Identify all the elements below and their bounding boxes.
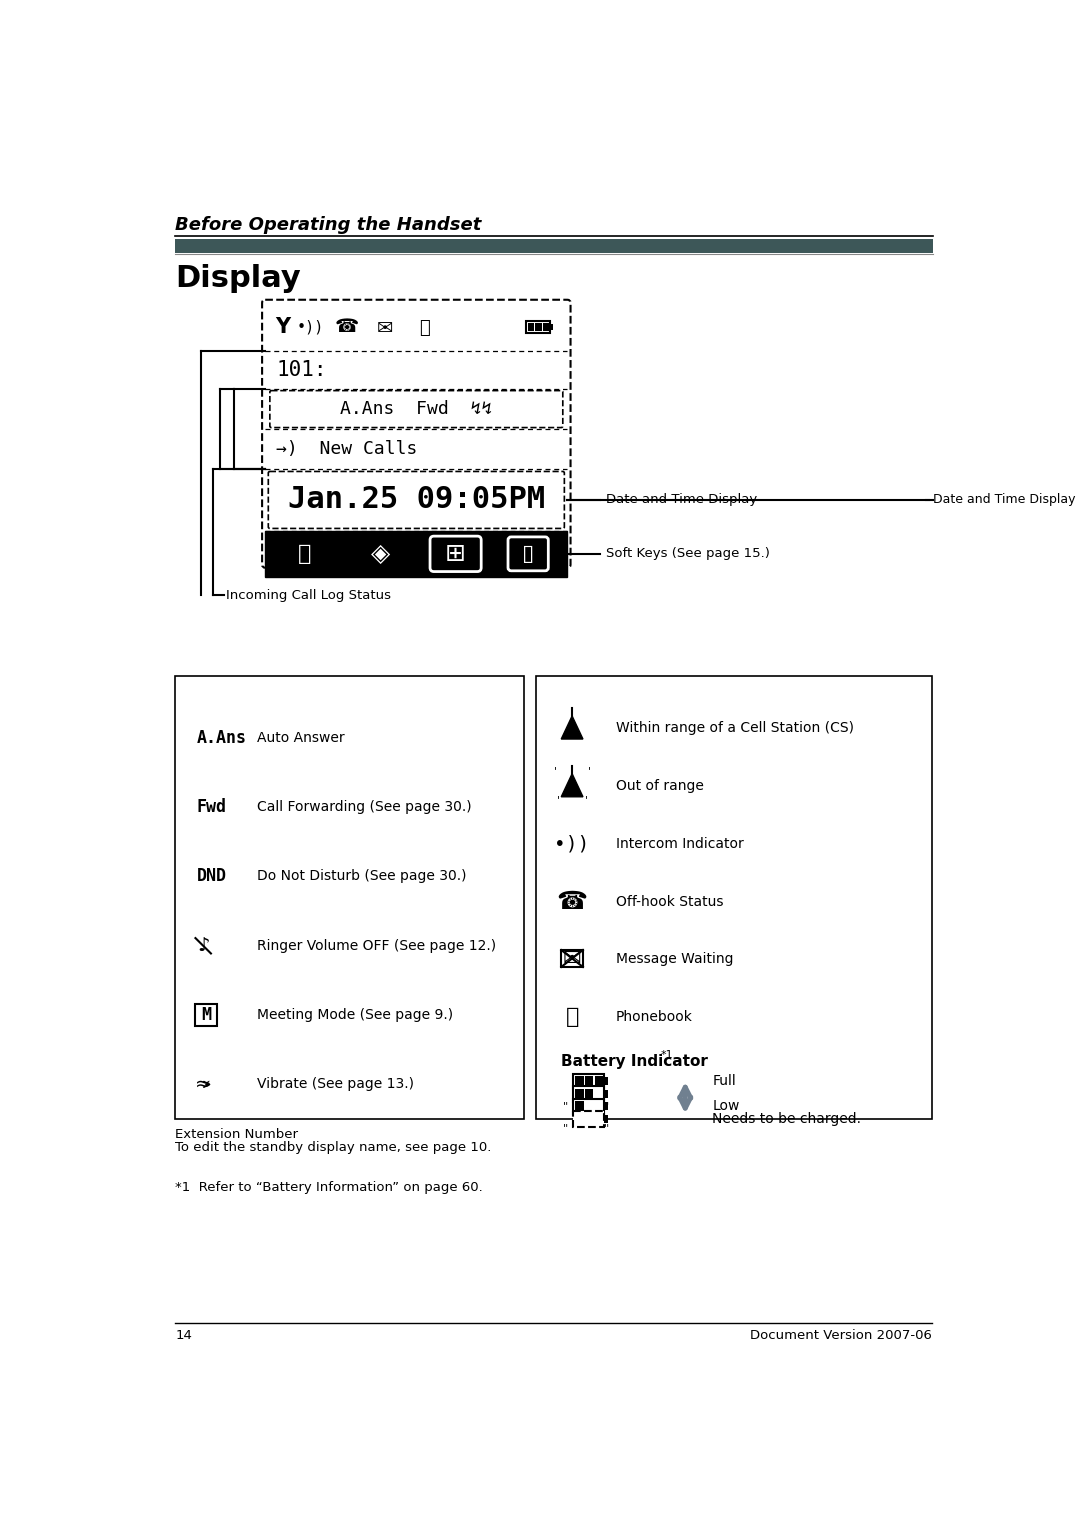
- Bar: [536, 323, 542, 330]
- Bar: [266, 531, 567, 576]
- Text: •)): •)): [554, 835, 590, 853]
- Text: Incoming Call Log Status: Incoming Call Log Status: [227, 589, 391, 602]
- Bar: [543, 323, 549, 330]
- Text: Extension Number: Extension Number: [175, 1128, 298, 1141]
- Text: Do Not Disturb (See page 30.): Do Not Disturb (See page 30.): [257, 870, 467, 884]
- Text: 14: 14: [175, 1329, 192, 1342]
- FancyBboxPatch shape: [430, 537, 482, 572]
- Bar: [550, 324, 553, 330]
- Text: ✉: ✉: [563, 950, 581, 969]
- Text: Call Forwarding (See page 30.): Call Forwarding (See page 30.): [257, 800, 471, 813]
- Bar: [576, 1076, 583, 1087]
- Bar: [604, 1102, 608, 1110]
- Bar: [572, 1086, 604, 1102]
- Text: 📖: 📖: [419, 320, 430, 338]
- Text: Date and Time Display: Date and Time Display: [606, 494, 757, 506]
- Bar: [195, 1005, 217, 1026]
- Text: ♪: ♪: [197, 936, 210, 956]
- Text: Fwd: Fwd: [197, 798, 227, 816]
- Text: ': ': [553, 766, 556, 775]
- Bar: [562, 950, 583, 966]
- Text: Jan.25 09:05PM: Jan.25 09:05PM: [287, 485, 545, 514]
- Text: ": ": [604, 1124, 609, 1133]
- FancyBboxPatch shape: [270, 390, 563, 428]
- Text: Out of range: Out of range: [616, 778, 703, 794]
- Text: 📖: 📖: [298, 544, 311, 564]
- Text: Off-hook Status: Off-hook Status: [616, 894, 723, 908]
- Text: 101:: 101:: [276, 359, 326, 379]
- Bar: [528, 323, 535, 330]
- Text: DND: DND: [197, 867, 227, 885]
- Text: →)  New Calls: →) New Calls: [276, 440, 418, 459]
- Text: ": ": [564, 1101, 568, 1112]
- Text: ⊞: ⊞: [445, 541, 467, 566]
- Polygon shape: [562, 774, 583, 797]
- Text: ◈: ◈: [370, 541, 390, 566]
- Text: Within range of a Cell Station (CS): Within range of a Cell Station (CS): [616, 722, 853, 735]
- Text: Full: Full: [713, 1075, 737, 1089]
- Text: Ringer Volume OFF (See page 12.): Ringer Volume OFF (See page 12.): [257, 939, 496, 953]
- Bar: [572, 1098, 604, 1115]
- Text: ✉: ✉: [377, 318, 393, 338]
- Text: M: M: [201, 1006, 212, 1024]
- Text: ": ": [564, 1124, 568, 1133]
- Text: To edit the standby display name, see page 10.: To edit the standby display name, see pa…: [175, 1141, 491, 1153]
- Bar: [594, 1076, 603, 1087]
- Text: Y: Y: [274, 317, 289, 336]
- Text: ': ': [556, 795, 559, 804]
- Text: *1  Refer to “Battery Information” on page 60.: *1 Refer to “Battery Information” on pag…: [175, 1180, 483, 1194]
- Text: Battery Indicator: Battery Indicator: [562, 1053, 708, 1069]
- Bar: [604, 1078, 608, 1086]
- FancyBboxPatch shape: [508, 537, 549, 570]
- Text: Display: Display: [175, 265, 301, 294]
- Text: Meeting Mode (See page 9.): Meeting Mode (See page 9.): [257, 1008, 453, 1021]
- Bar: [526, 321, 550, 333]
- Text: Date and Time Display: Date and Time Display: [933, 494, 1076, 506]
- Text: Phonebook: Phonebook: [616, 1011, 692, 1024]
- Bar: [537, 676, 932, 1119]
- Bar: [576, 1089, 583, 1099]
- Text: ": ": [604, 1101, 609, 1112]
- FancyBboxPatch shape: [268, 471, 565, 529]
- Text: ≈: ≈: [195, 1075, 212, 1093]
- Bar: [576, 1101, 583, 1112]
- Text: Message Waiting: Message Waiting: [616, 953, 733, 966]
- Text: Intercom Indicator: Intercom Indicator: [616, 836, 743, 850]
- Text: A.Ans: A.Ans: [197, 729, 247, 746]
- Text: *1: *1: [661, 1050, 673, 1061]
- Text: ': ': [588, 766, 591, 775]
- Polygon shape: [562, 716, 583, 739]
- Bar: [604, 1115, 608, 1122]
- Text: ▯: ▯: [522, 544, 535, 564]
- Text: ☎: ☎: [556, 890, 588, 913]
- Bar: [585, 1089, 593, 1099]
- Text: •)): •)): [296, 320, 324, 335]
- Text: Auto Answer: Auto Answer: [257, 731, 345, 745]
- Text: 📖: 📖: [566, 1008, 579, 1027]
- Text: Before Operating the Handset: Before Operating the Handset: [175, 216, 482, 234]
- Text: Low: Low: [713, 1099, 740, 1113]
- Text: ': ': [584, 795, 588, 804]
- Text: Document Version 2007-06: Document Version 2007-06: [750, 1329, 932, 1342]
- Bar: [604, 1090, 608, 1098]
- Text: Vibrate (See page 13.): Vibrate (See page 13.): [257, 1078, 414, 1092]
- Text: ☎: ☎: [335, 317, 359, 336]
- Text: Needs to be charged.: Needs to be charged.: [713, 1112, 862, 1125]
- FancyBboxPatch shape: [262, 300, 570, 567]
- Text: A.Ans  Fwd  ↯↯: A.Ans Fwd ↯↯: [340, 401, 492, 417]
- Bar: [572, 1073, 604, 1089]
- Text: Soft Keys (See page 15.): Soft Keys (See page 15.): [606, 547, 770, 560]
- Bar: [585, 1076, 593, 1087]
- Bar: [175, 239, 933, 252]
- Bar: [175, 676, 524, 1119]
- Bar: [572, 1112, 604, 1127]
